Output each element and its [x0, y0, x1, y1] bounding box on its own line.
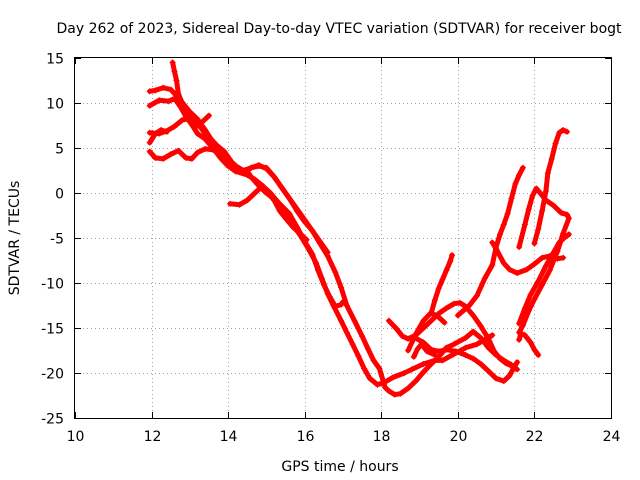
x-tick-label: 16: [297, 429, 315, 445]
series-line: [386, 300, 518, 371]
series-line: [516, 330, 541, 358]
x-axis: 10 12 14 16 18 20 22 24: [67, 58, 621, 445]
x-tick-label: 20: [450, 429, 468, 445]
chart-title: Day 262 of 2023, Sidereal Day-to-day VTE…: [56, 21, 622, 37]
x-tick-label: 22: [526, 429, 544, 445]
y-axis: -25 -20 -15 -10 -5 0 5 10 15: [41, 52, 611, 428]
grid: [75, 58, 611, 418]
series-5: [146, 127, 170, 146]
series-points: [227, 182, 310, 243]
y-tick-label: 10: [46, 97, 64, 113]
series-2: [146, 84, 346, 310]
series-11: [410, 341, 438, 360]
x-axis-label: GPS time / hours: [281, 459, 398, 475]
series-points: [428, 252, 456, 317]
y-tick-label: -15: [41, 322, 64, 338]
y-tick-label: 0: [55, 187, 64, 203]
series-line: [227, 183, 310, 243]
series-18: [531, 127, 570, 247]
y-tick-label: -5: [50, 232, 64, 248]
series-line: [405, 310, 447, 353]
y-tick-label: -25: [41, 412, 64, 428]
series-points: [146, 84, 346, 310]
series-13: [454, 164, 526, 319]
x-tick-label: 12: [144, 429, 162, 445]
series-7: [227, 182, 310, 243]
y-tick-label: -10: [41, 277, 64, 293]
series-line: [147, 127, 170, 146]
x-tick-label: 14: [220, 429, 238, 445]
series-line: [147, 146, 520, 398]
y-tick-label: 15: [46, 52, 64, 68]
series-points: [146, 127, 170, 146]
series-6: [146, 145, 521, 398]
series-8: [385, 299, 519, 372]
series-group: [146, 59, 572, 398]
x-tick-label: 18: [373, 429, 391, 445]
y-tick-label: -20: [41, 367, 64, 383]
series-points: [410, 341, 438, 360]
x-tick-label: 24: [603, 429, 621, 445]
y-axis-label: SDTVAR / TECUs: [7, 181, 23, 296]
x-tick-label: 10: [67, 429, 85, 445]
y-tick-label: 5: [55, 142, 64, 158]
plot-frame: [74, 57, 612, 419]
series-points: [531, 127, 570, 247]
series-line: [531, 127, 570, 246]
series-12: [428, 252, 456, 317]
series-points: [146, 145, 521, 398]
